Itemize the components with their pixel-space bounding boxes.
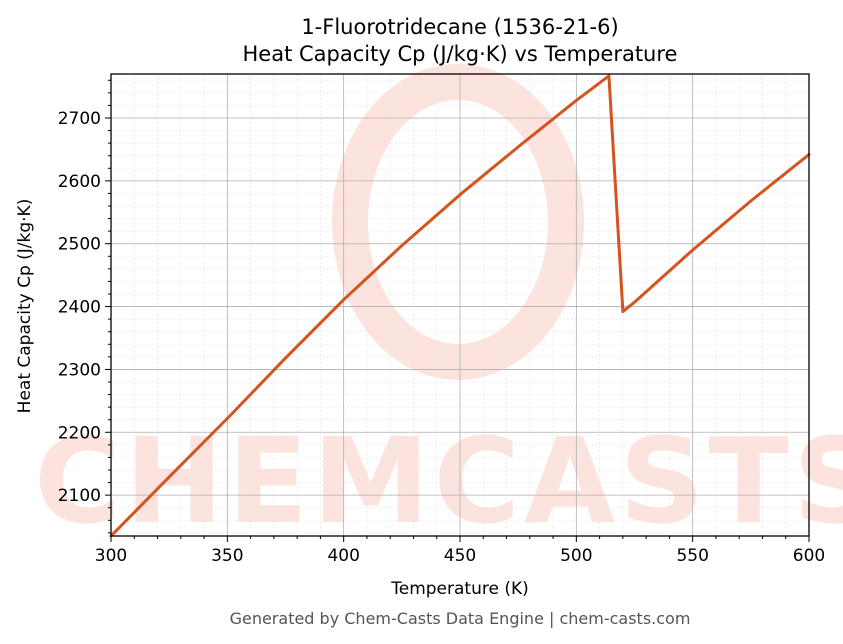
footer-credit: Generated by Chem-Casts Data Engine | ch… xyxy=(230,609,691,628)
chart-title: 1-Fluorotridecane (1536-21-6) xyxy=(301,15,618,39)
watermark-swirl-icon xyxy=(332,64,584,380)
y-tick-label: 2300 xyxy=(58,360,101,380)
x-tick-label: 500 xyxy=(560,546,592,566)
series-layer xyxy=(109,74,811,538)
y-axis-label: Heat Capacity Cp (J/kg·K) xyxy=(15,199,35,414)
y-tick-label: 2400 xyxy=(58,298,101,318)
y-tick-label: 2200 xyxy=(58,423,101,443)
x-tick-label: 450 xyxy=(444,546,476,566)
x-tick-label: 550 xyxy=(676,546,708,566)
y-axis: 2100 2200 2300 2400 2500 2600 2700 xyxy=(58,79,111,534)
y-tick-label: 2100 xyxy=(58,486,101,506)
x-tick-label: 400 xyxy=(327,546,359,566)
chart-subtitle: Heat Capacity Cp (J/kg·K) vs Temperature xyxy=(243,42,678,66)
y-tick-label: 2500 xyxy=(58,235,101,255)
watermark-logo: CHEMCASTS xyxy=(34,64,843,550)
x-axis-label: Temperature (K) xyxy=(390,579,529,599)
series-line xyxy=(109,74,811,538)
watermark-text: CHEMCASTS xyxy=(34,412,843,550)
y-tick-label: 2600 xyxy=(58,172,101,192)
x-axis: 300 350 400 450 500 550 600 xyxy=(95,536,825,566)
x-tick-label: 300 xyxy=(95,546,127,566)
x-tick-label: 600 xyxy=(793,546,825,566)
y-tick-label: 2700 xyxy=(58,109,101,129)
x-tick-label: 350 xyxy=(211,546,243,566)
